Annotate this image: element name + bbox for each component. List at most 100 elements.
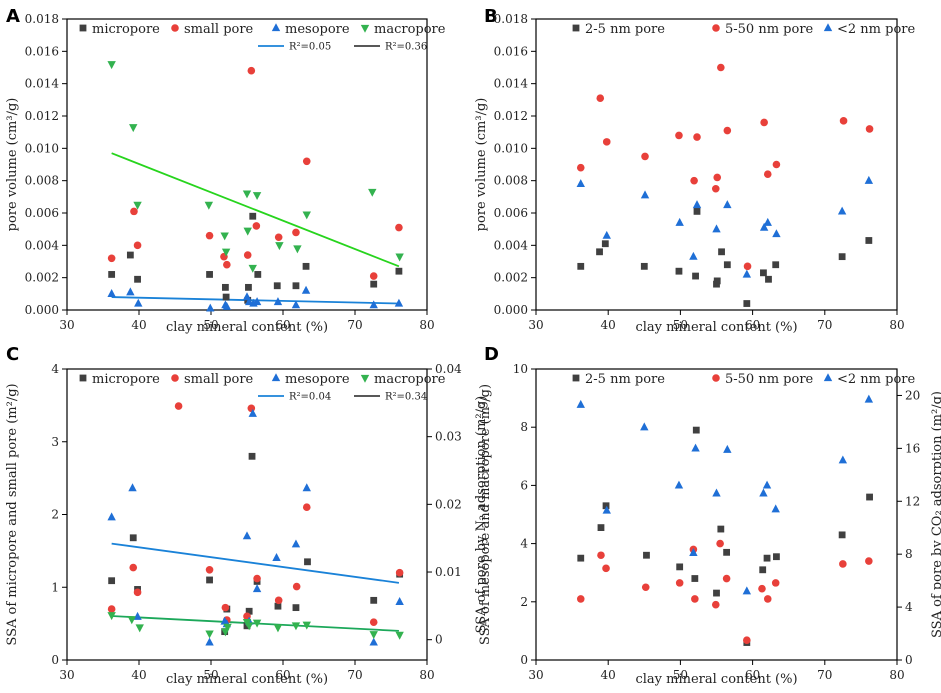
y-right-tick-label-d: 8 — [905, 547, 913, 561]
point-c-small-pore — [302, 503, 311, 512]
point-c-small-pore — [133, 588, 142, 597]
x-tick-label-d: 80 — [889, 668, 904, 682]
legend-b-2-5-nm-pore-marker — [572, 24, 580, 32]
x-tick-label-a: 60 — [275, 318, 290, 332]
y-tick-label-a: 0.002 — [25, 271, 59, 285]
y-right-tick-label-c: 0.01 — [435, 565, 462, 579]
point-d--2-nm-pore — [723, 444, 732, 453]
point-c-small-pore — [247, 404, 256, 413]
y-tick-label-b: 0.010 — [494, 141, 528, 155]
point-b-2-5-nm-pore — [713, 277, 721, 285]
legend-b--2-nm-pore: <2 nm pore — [837, 22, 915, 37]
point-b-2-5-nm-pore — [743, 300, 751, 307]
x-tick-label-d: 70 — [817, 668, 832, 682]
point-d-5-50-nm-pore — [602, 564, 610, 573]
y-right-tick-label-d: 4 — [905, 600, 913, 614]
point-a-mesopore — [273, 297, 283, 306]
point-c-micropore — [370, 596, 378, 604]
x-tick-label-b: 30 — [528, 318, 543, 332]
point-b--2-nm-pore — [692, 200, 702, 209]
point-b-2-5-nm-pore — [838, 253, 846, 261]
point-b-2-5-nm-pore — [865, 237, 873, 244]
legend-a-small-pore: small pore — [184, 22, 254, 37]
legend-b-5-50-nm-pore: 5-50 nm pore — [725, 22, 814, 37]
point-d-2-5-nm-pore — [643, 551, 650, 559]
legend-b--2-nm-pore-marker — [823, 23, 833, 32]
point-a-micropore — [395, 267, 403, 275]
legend-fit-label-a: R²=0.05 — [289, 42, 331, 53]
point-b-5-50-nm-pore — [641, 152, 649, 161]
point-a-micropore — [370, 280, 378, 288]
point-a-macropore — [129, 124, 138, 133]
point-a-micropore — [222, 283, 229, 291]
point-b-5-50-nm-pore — [711, 184, 720, 193]
point-c-small-pore — [395, 568, 404, 577]
point-b--2-nm-pore — [712, 224, 721, 233]
y-tick-label-a: 0.018 — [25, 12, 59, 26]
point-d-5-50-nm-pore — [758, 584, 766, 593]
y-right-tick-label-c: 0.02 — [435, 497, 462, 511]
y-tick-label-a: 0.004 — [25, 238, 60, 252]
y-right-tick-label-c: 0.03 — [435, 430, 462, 444]
y-right-tick-label-d: 12 — [905, 494, 920, 508]
point-b--2-nm-pore — [640, 190, 650, 199]
legend-a-small-pore-marker — [171, 24, 179, 32]
y-tick-label-d: 0 — [520, 653, 528, 667]
y-tick-label-a: 0.010 — [25, 141, 59, 155]
point-d-2-5-nm-pore — [838, 531, 846, 539]
y-tick-label-a: 0.012 — [25, 109, 59, 123]
x-axis-label-c: clay mineral content (%) — [166, 672, 328, 687]
legend-fit-label-a: R²=0.36 — [385, 42, 427, 53]
point-b-2-5-nm-pore — [772, 261, 780, 269]
y-right-tick-label-d: 0 — [905, 653, 913, 667]
point-c-mesopore — [395, 597, 404, 605]
point-a-macropore — [368, 188, 377, 197]
point-c-mesopore — [252, 584, 262, 593]
point-a-micropore — [273, 282, 281, 290]
point-b--2-nm-pore — [837, 206, 847, 215]
point-c-micropore — [248, 452, 256, 460]
x-tick-label-c: 70 — [347, 668, 362, 682]
point-a-small-pore — [369, 272, 378, 280]
point-a-mesopore — [134, 298, 143, 307]
point-a-micropore — [245, 283, 252, 291]
point-d--2-nm-pore — [691, 443, 700, 452]
point-c-mesopore — [302, 483, 311, 492]
point-b-5-50-nm-pore — [690, 176, 698, 185]
point-b-2-5-nm-pore — [718, 248, 725, 256]
x-tick-label-b: 70 — [817, 318, 832, 332]
x-tick-label-d: 60 — [745, 668, 760, 682]
point-d-2-5-nm-pore — [773, 553, 780, 561]
point-b--2-nm-pore — [723, 200, 732, 209]
y-axis-label-a: pore volume (cm³/g) — [5, 98, 20, 232]
point-c-macropore — [291, 622, 301, 631]
point-d--2-nm-pore — [712, 488, 721, 497]
legend-d-5-50-nm-pore: 5-50 nm pore — [725, 372, 814, 387]
point-c-macropore — [273, 624, 283, 633]
panel-a: 30 40 50 60 70 80 clay mineral content (%) 0.00… — [5, 12, 446, 335]
point-a-macropore — [302, 211, 311, 220]
point-a-small-pore — [302, 157, 311, 166]
y-axis-label-b: pore volume (cm³/g) — [474, 98, 489, 232]
point-b-2-5-nm-pore — [675, 267, 683, 275]
fit-line-a — [111, 152, 400, 268]
point-c-small-pore — [107, 605, 116, 613]
point-c-macropore — [395, 631, 404, 640]
point-b--2-nm-pore — [576, 179, 585, 188]
legend-c-mesopore: mesopore — [285, 372, 350, 387]
plot-frame-a — [66, 18, 428, 311]
point-d-5-50-nm-pore — [771, 579, 780, 587]
point-d--2-nm-pore — [762, 480, 772, 489]
point-d-5-50-nm-pore — [763, 595, 772, 603]
legend-d-2-5-nm-pore: 2-5 nm pore — [585, 372, 665, 387]
y-tick-label-b: 0.004 — [494, 238, 529, 252]
legend-a-mesopore: mesopore — [285, 22, 350, 37]
point-b-2-5-nm-pore — [640, 262, 648, 270]
point-d--2-nm-pore — [640, 422, 649, 431]
y-tick-label-d: 10 — [513, 362, 528, 376]
fit-line-c — [111, 542, 400, 584]
point-d-5-50-nm-pore — [641, 583, 650, 592]
point-a-small-pore — [243, 251, 252, 259]
point-a-micropore — [292, 282, 300, 290]
point-a-mesopore — [126, 287, 135, 296]
